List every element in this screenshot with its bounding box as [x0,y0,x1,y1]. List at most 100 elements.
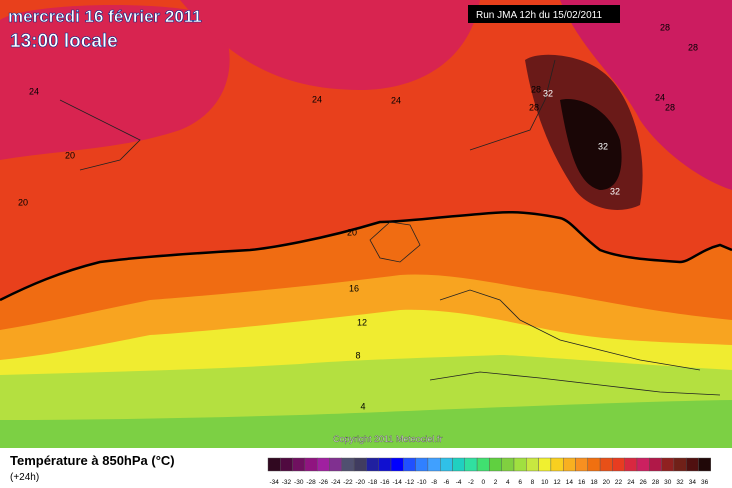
colorbar-swatch [476,457,490,472]
colorbar-label: -32 [282,479,292,486]
map-title: mercredi 16 février 2011 [8,7,202,26]
colorbar-swatch [624,457,638,472]
colorbar-label: 20 [603,479,611,486]
colorbar-label: -14 [392,479,402,486]
contour-label: 28 [688,42,698,52]
colorbar-swatch [649,457,662,472]
colorbar-swatch [390,457,404,472]
colorbar-swatch [304,457,318,472]
hot-core [560,99,622,190]
colorbar-label: -20 [356,479,366,486]
colorbar-label: -2 [468,479,474,486]
colorbar: -34 -32 -30 -28 -26 -24 -22 -20 -18 -16 -14 -12 -10-… [267,457,712,486]
colorbar-swatch [563,457,576,472]
colorbar-swatch [452,457,466,472]
colorbar-label: -22 [343,479,353,486]
colorbar-swatch [575,457,589,472]
colorbar-label: 8 [531,479,535,486]
colorbar-label: 36 [701,479,709,486]
colorbar-label: 10 [541,479,549,486]
colorbar-swatch [636,457,650,472]
colorbar-label: -10 [417,479,427,486]
colorbar-swatch [292,457,306,472]
contour-label: 8 [355,350,360,360]
colorbar-swatch [415,457,429,472]
contour-20 [0,210,732,302]
colorbar-swatch [513,457,527,472]
colorbar-label: -30 [294,479,304,486]
contour-label: 4 [360,401,365,411]
contour-label: 20 [18,197,28,207]
legend-title: Température à 850hPa (°C) [10,453,175,468]
colorbar-label: -28 [306,479,316,486]
colorbar-label: 14 [566,479,574,486]
contour-label: 24 [655,92,665,102]
run-info: Run JMA 12h du 15/02/2011 [476,10,602,21]
colorbar-swatch [329,457,343,472]
colorbar-swatch [464,457,478,472]
colorbar-label: -24 [331,479,341,486]
colorbar-label: 2 [494,479,498,486]
contour-label: 28 [665,102,675,112]
colorbar-swatch [403,457,416,472]
contour-label: 32 [610,186,620,196]
colorbar-label: 6 [518,479,522,486]
colorbar-swatch [538,457,552,472]
contour-label: 16 [349,283,359,293]
colorbar-swatch [587,457,601,472]
colorbar-label: -4 [456,479,462,486]
contour-label: 28 [531,84,541,94]
colorbar-label: 4 [506,479,510,486]
contour-label: 32 [543,88,553,98]
colorbar-label: -12 [405,479,415,486]
colorbar-swatch [489,457,502,472]
contour-label: 24 [29,86,39,96]
colorbar-label: 0 [481,479,485,486]
contour-label: 28 [529,102,539,112]
colorbar-swatch [599,457,613,472]
colorbar-swatch [526,457,539,472]
colorbar-swatch [686,457,699,472]
colorbar-swatch [501,457,515,472]
colorbar-label: 22 [615,479,623,486]
colorbar-label: 26 [640,479,648,486]
run-box [468,5,620,23]
colorbar-label: 28 [652,479,660,486]
colorbar-swatch [378,457,392,472]
contour-label: 12 [357,317,367,327]
colorbar-swatch [698,457,712,472]
colorbar-label: 18 [590,479,598,486]
colorbar-swatch [661,457,675,472]
warm-area [560,0,732,190]
colorbar-swatch [673,457,687,472]
colorbar-label: -6 [443,479,449,486]
colorbar-label: 30 [664,479,672,486]
colorbar-swatch [550,457,564,472]
colorbar-swatch [366,457,379,472]
coastlines [59,59,721,396]
colorbar-swatch [267,457,281,472]
colorbar-swatch [341,457,355,472]
contour-label: 24 [312,94,322,104]
contour-label: 24 [391,95,401,105]
map-subtitle: 13:00 locale [10,31,118,52]
colorbar-swatch [280,457,293,472]
colorbar-label: -18 [368,479,378,486]
colorbar-swatch [427,457,441,472]
contour-label: 28 [660,22,670,32]
colorbar-swatch [612,457,625,472]
warm-area [0,5,230,160]
contour-label: 20 [65,150,75,160]
colorbar-swatch [440,457,453,472]
colorbar-label: -8 [431,479,437,486]
contour-label: 32 [598,141,608,151]
colorbar-label: 24 [627,479,635,486]
contour-label: 20 [347,227,357,237]
colorbar-label: 32 [676,479,684,486]
colorbar-label: 16 [578,479,586,486]
colorbar-swatch [353,457,367,472]
colorbar-label: 12 [553,479,561,486]
colorbar-label: 34 [689,479,697,486]
colorbar-label: -16 [380,479,390,486]
colorbar-label: -26 [319,479,329,486]
